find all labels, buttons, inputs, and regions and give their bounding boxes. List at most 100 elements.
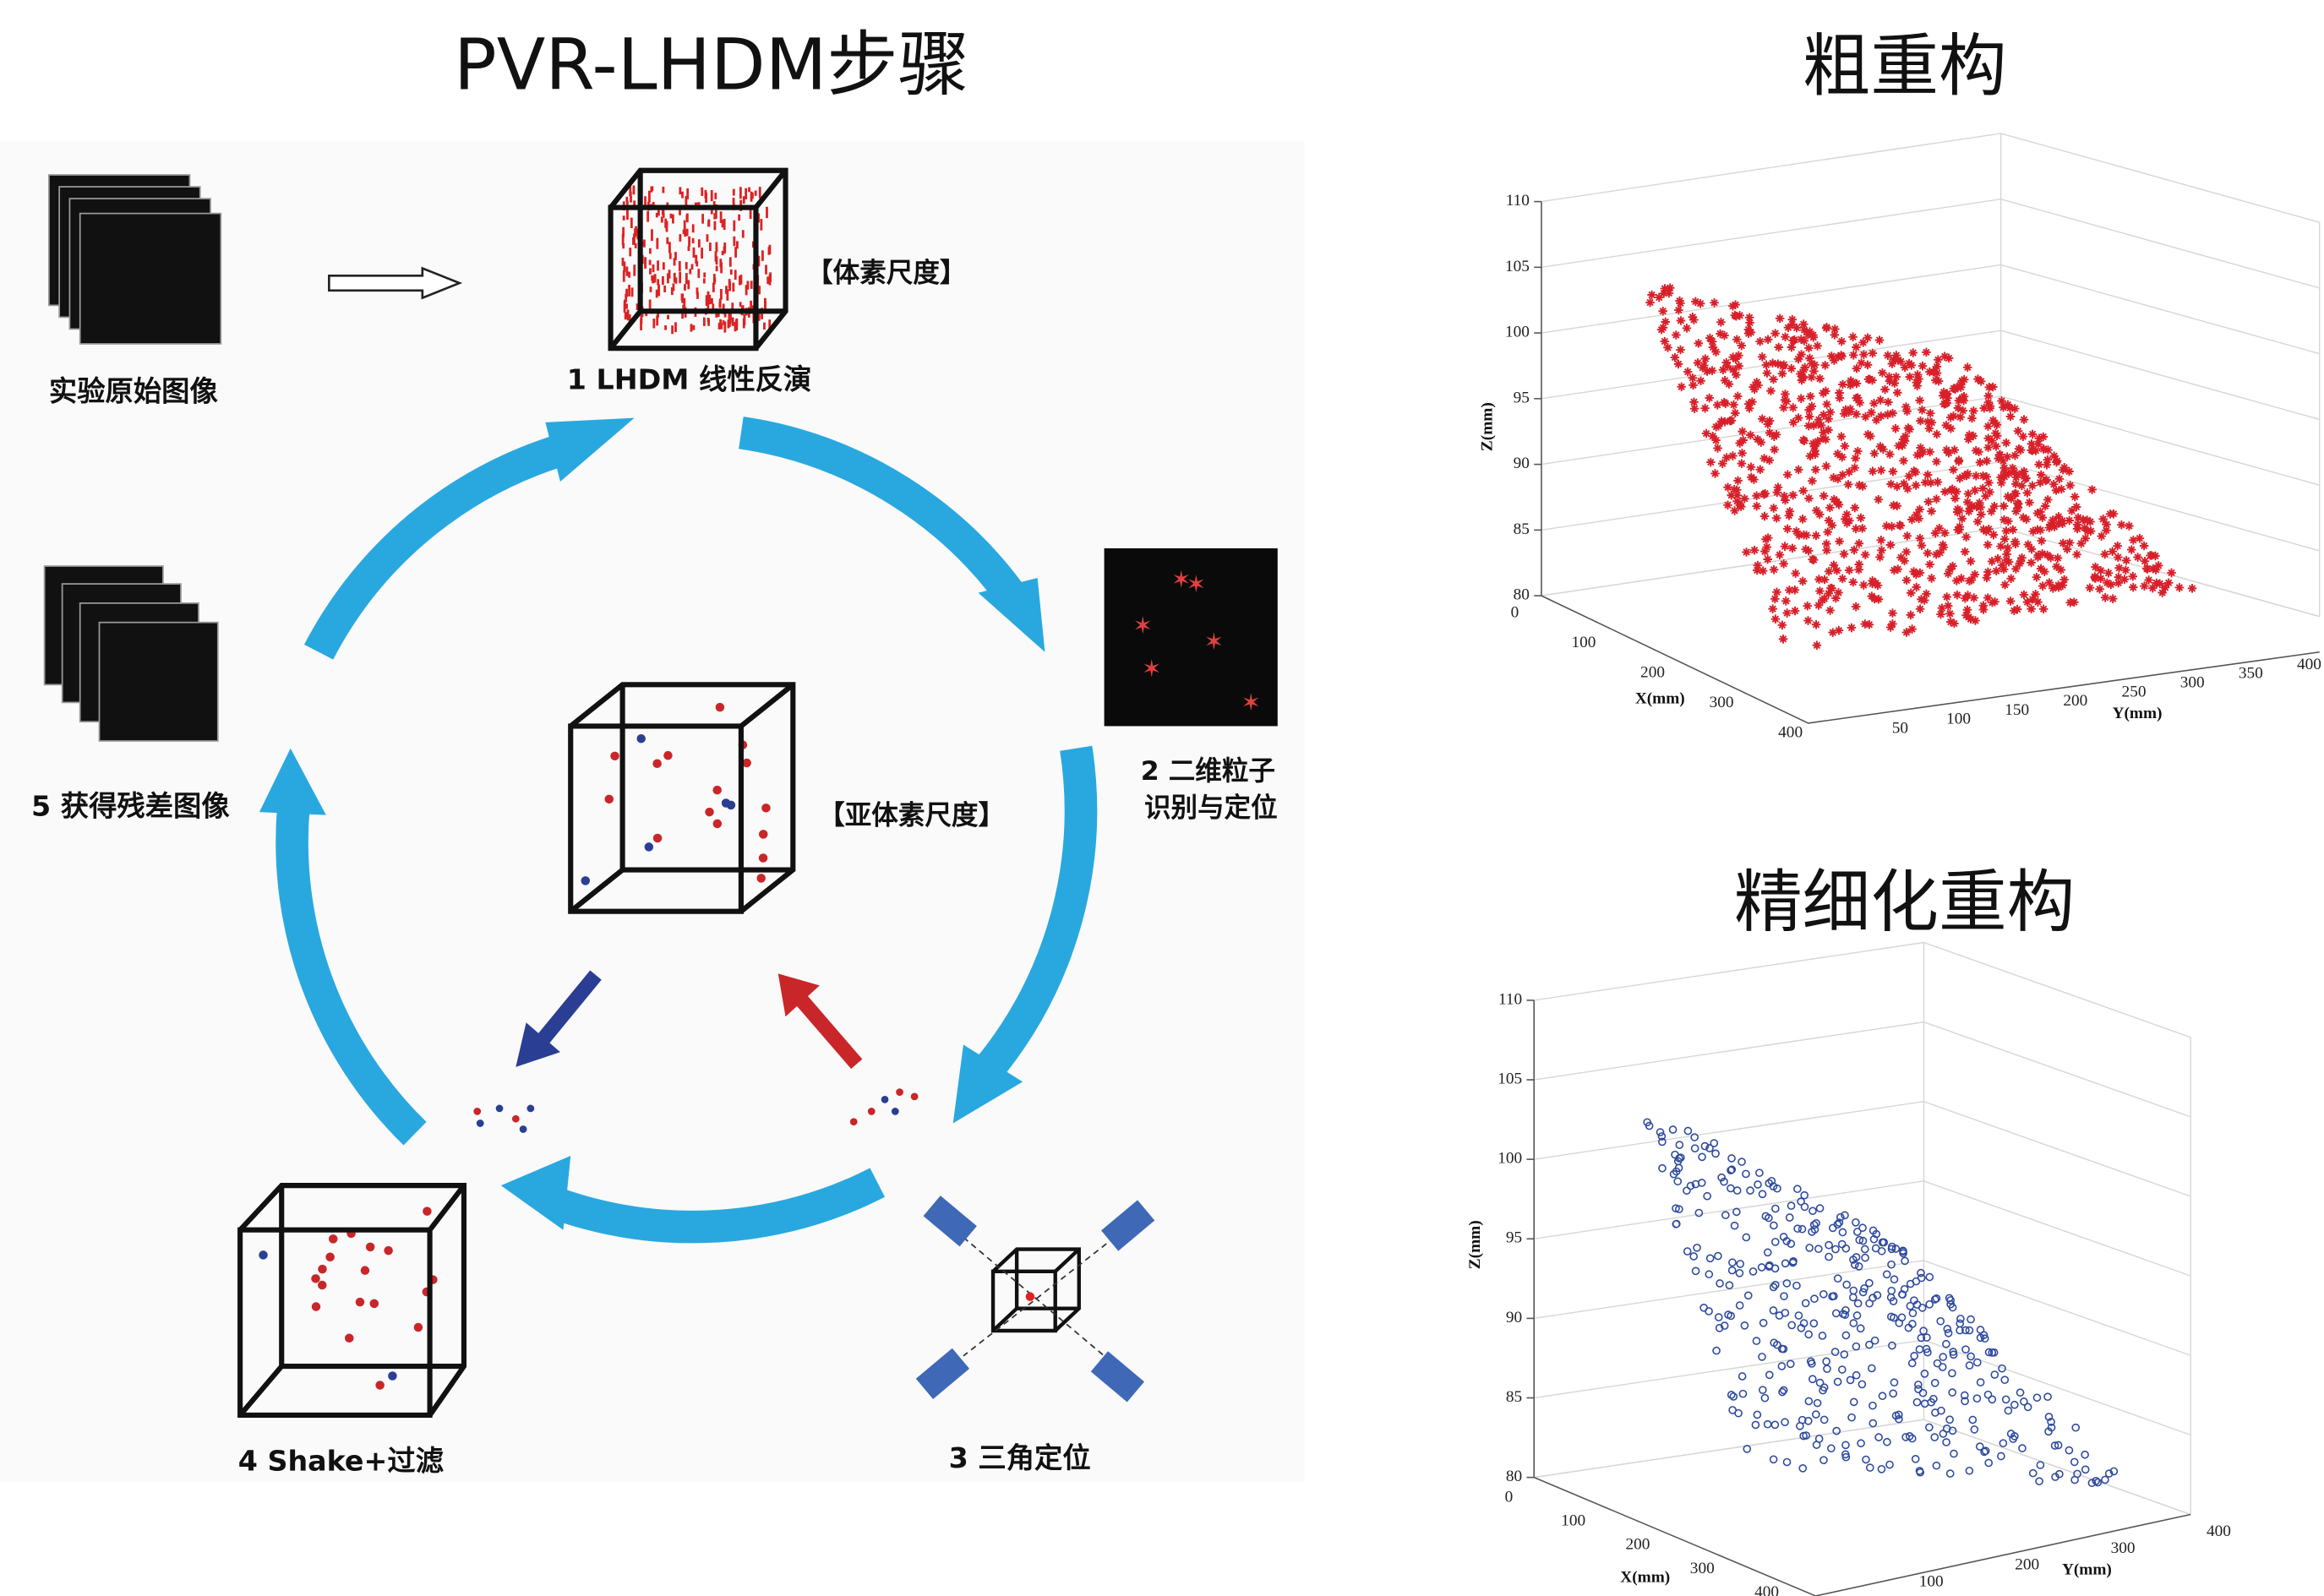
y-tick-label: 200: [2063, 692, 2087, 710]
x-tick-label: 400: [1778, 724, 1803, 742]
particle: [259, 1250, 268, 1260]
particle: [325, 1253, 335, 1262]
x-tick-label: 300: [1690, 1560, 1715, 1577]
particle: [645, 842, 654, 852]
particle: [610, 752, 619, 761]
y-tick-label: 300: [2180, 674, 2205, 692]
grid-line: [1541, 527, 2320, 616]
z-axis-label: Z(mm): [1466, 1220, 1484, 1269]
particle: [705, 808, 714, 817]
z-tick-label: 100: [1505, 324, 1530, 341]
raw-images-label: 实验原始图像: [49, 374, 219, 407]
x-tick-label: 300: [1710, 694, 1734, 711]
star: ✶: [1241, 689, 1261, 716]
z-tick-label: 90: [1514, 455, 1530, 472]
y-tick-label: 350: [2239, 665, 2263, 683]
z-tick-label: 110: [1498, 990, 1522, 1008]
x-tick-label: 400: [1754, 1583, 1779, 1596]
z-tick-label: 85: [1514, 520, 1530, 538]
particle: [375, 1381, 385, 1390]
particle: [384, 1246, 393, 1256]
x-axis-label: X(mm): [1635, 689, 1685, 707]
z-tick-label: 105: [1498, 1070, 1522, 1087]
particle: [361, 1266, 370, 1275]
z-tick-label: 110: [1506, 192, 1530, 210]
point-cloud: [1644, 1119, 2117, 1486]
particle: [663, 751, 673, 760]
particle: [761, 803, 771, 813]
step5-label: 5 获得残差图像: [31, 789, 230, 822]
particle: [712, 786, 722, 795]
x-tick-label: 200: [1640, 664, 1665, 682]
y-tick-label: 250: [2122, 683, 2147, 700]
z-tick-label: 85: [1506, 1388, 1522, 1406]
star: ✶: [1187, 570, 1207, 598]
particle: [423, 1207, 432, 1216]
x-axis-label: X(mm): [1620, 1568, 1670, 1586]
wall-edge: [1923, 1419, 2190, 1514]
particle: [652, 760, 662, 769]
fine-plot: 80 85 90 95 100 105 110 Z(mm) 0 100 200 300 400 100 20…: [1466, 942, 2231, 1596]
step3-label: 3 三角定位: [949, 1441, 1091, 1474]
z-tick-label: 80: [1514, 586, 1530, 604]
x-tick-label: 100: [1572, 634, 1596, 651]
star: ✶: [1142, 655, 1162, 683]
y-tick-label: 50: [1892, 719, 1908, 737]
particle: [727, 801, 736, 810]
z-tick-label: 95: [1514, 389, 1530, 406]
title: PVR-LHDM步骤: [454, 23, 969, 106]
y-tick-label: 200: [2015, 1556, 2039, 1574]
particle: [370, 1299, 379, 1309]
z-tick-label: 105: [1505, 258, 1530, 275]
step4-label: 4 Shake+过滤: [238, 1445, 444, 1478]
y-tick-label: 100: [1919, 1573, 1944, 1591]
particle: [311, 1274, 320, 1283]
grid-line: [1534, 942, 2190, 1037]
star: ✶: [1132, 612, 1153, 640]
grid-line: [1534, 1022, 2190, 1117]
particle: [756, 874, 766, 883]
y-tick-label: 400: [2297, 656, 2321, 673]
grid-line: [1534, 1181, 2190, 1276]
step2-label: 2 二维粒子: [1141, 756, 1275, 787]
x-tick-label: 100: [1561, 1512, 1585, 1530]
particle: [581, 876, 591, 885]
y-axis-label: Y(mm): [2062, 1561, 2112, 1579]
particle: [653, 834, 663, 843]
particle: [329, 1234, 338, 1244]
z-tick-label: 100: [1498, 1150, 1522, 1168]
particle: [366, 1243, 375, 1252]
z-tick-label: 80: [1506, 1468, 1522, 1485]
particle: [312, 1302, 321, 1311]
fine-title: 精细化重构: [1734, 863, 2075, 942]
coarse-title: 粗重构: [1803, 27, 2007, 106]
particle: [636, 734, 646, 744]
particle: [414, 1323, 423, 1332]
particle: [759, 830, 768, 839]
coarse-plot: 80 85 90 95 100 105 110 Z(mm) 0 100 200 300 400 50 100…: [1478, 133, 2321, 742]
particle: [318, 1265, 327, 1274]
point-cloud: [1645, 283, 2196, 650]
y-tick-label: 150: [2005, 701, 2029, 719]
particle: [345, 1334, 354, 1343]
grid-line: [1534, 1419, 2190, 1514]
y-tick-label: 400: [2207, 1522, 2231, 1540]
x-tick-label: 0: [1505, 1489, 1514, 1506]
x-tick-label: 0: [1511, 604, 1519, 622]
y-tick-label: 300: [2111, 1539, 2136, 1557]
z-axis-label: Z(mm): [1478, 402, 1496, 451]
step1-label: 1 LHDM 线性反演: [567, 362, 812, 395]
particle: [605, 795, 614, 804]
star: ✶: [1204, 628, 1225, 656]
particle: [356, 1298, 365, 1307]
z-tick-label: 95: [1506, 1229, 1522, 1247]
z-tick-label: 90: [1506, 1309, 1522, 1326]
raw-image-stack: [49, 175, 221, 344]
step2-label: 识别与定位: [1144, 793, 1278, 824]
grid-line: [1534, 1261, 2190, 1355]
particle: [318, 1281, 327, 1290]
figure: PVR-LHDM步骤 实验原始图像 【体素尺度】 1 LHDM 线性反演 ✶✶✶…: [0, 0, 2324, 1596]
y-tick-label: 100: [1946, 711, 1971, 728]
particle: [716, 703, 725, 712]
x-tick-label: 200: [1626, 1536, 1650, 1554]
